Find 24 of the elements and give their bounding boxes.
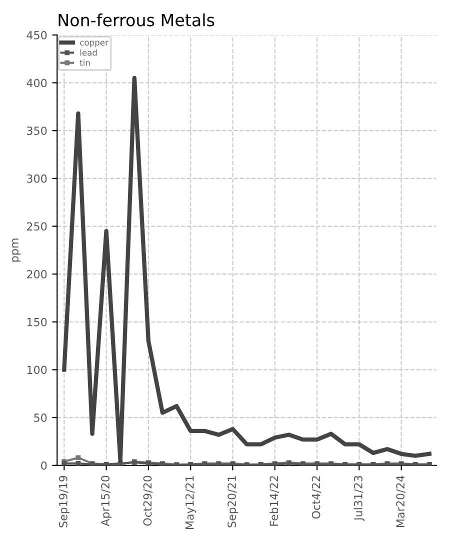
y-tick-label: 200 xyxy=(27,270,47,278)
y-tick-label: 300 xyxy=(27,174,47,183)
x-tick-label: Mar20/24 xyxy=(396,476,406,527)
x-tick-label: Feb14/22 xyxy=(270,476,279,526)
y-tick-label: 250 xyxy=(27,222,47,231)
y-tick-label: 50 xyxy=(34,414,47,422)
y-tick-label: 450 xyxy=(26,30,47,40)
y-tick-label: 100 xyxy=(27,366,47,374)
x-tick-label: Sep19/19 xyxy=(58,476,70,528)
x-tick-label: Oct4/22 xyxy=(312,476,322,519)
x-tick-label: Apr15/20 xyxy=(101,476,112,526)
legend-label: lead xyxy=(80,49,97,56)
legend-label: copper xyxy=(80,40,108,48)
y-axis-title: ppm xyxy=(12,238,21,262)
x-tick-label: Sep20/21 xyxy=(228,476,238,528)
y-tick-label: 150 xyxy=(27,318,47,326)
y-tick-label: 350 xyxy=(27,126,47,135)
y-tick-label: 400 xyxy=(26,78,47,88)
x-tick-label: May12/21 xyxy=(185,476,196,529)
x-tick-label: Jul31/23 xyxy=(354,476,364,522)
chart-title: Non-ferrous Metals xyxy=(58,13,214,26)
legend-label: tin xyxy=(80,59,90,66)
y-tick-label: 0 xyxy=(41,461,47,470)
x-tick-label: Oct29/20 xyxy=(143,476,153,526)
